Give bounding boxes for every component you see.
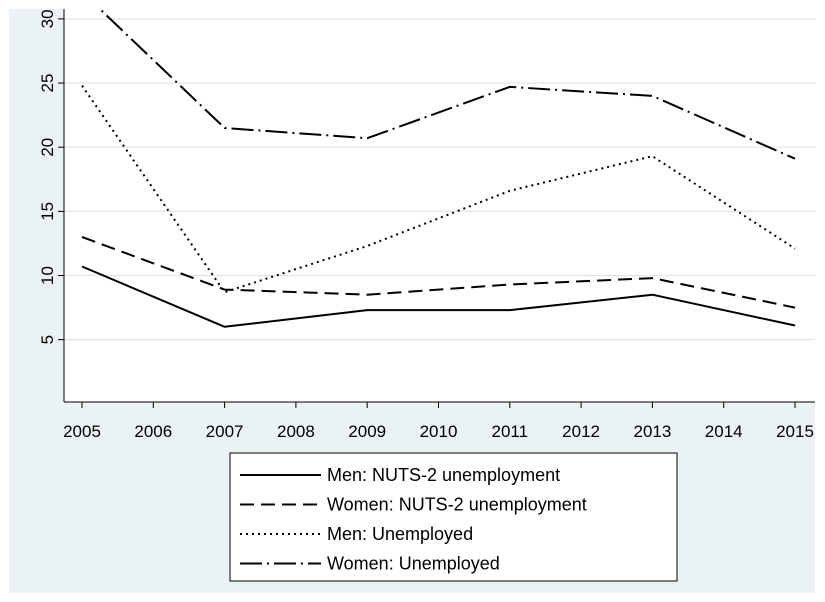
series-lines [81,9,796,328]
chart-figure: 5 10 15 20 25 30 2005 2006 2007 2008 2009 2010 2011 2… [9,9,815,593]
line-chart: 5 10 15 20 25 30 2005 2006 2007 2008 2009 2010 2011 2… [38,9,815,582]
axes: 5 10 15 20 25 30 2005 2006 2007 2008 2009 2010 2011 2… [38,9,815,441]
series-line-2 [81,236,796,309]
series-line-1 [81,265,796,328]
y-tick-label-30: 30 [38,9,57,28]
x-tick-label-2009: 2009 [348,422,386,441]
x-tick-label-2005: 2005 [63,422,101,441]
y-tick-label-5: 5 [38,335,57,344]
y-tick-label-10: 10 [38,266,57,285]
x-tick-label-2015: 2015 [776,422,814,441]
x-tick-label-2014: 2014 [705,422,743,441]
x-tick-label-2006: 2006 [134,422,172,441]
legend-label-3: Men: Unemployed [327,524,473,544]
plot-area [64,9,815,402]
x-tick-label-2012: 2012 [562,422,600,441]
y-tick-label-15: 15 [38,202,57,221]
x-tick-label-2010: 2010 [420,422,458,441]
x-tick-label-2008: 2008 [277,422,315,441]
y-tick-label-25: 25 [38,74,57,93]
series-line-4 [98,9,796,160]
x-tick-label-2007: 2007 [206,422,244,441]
x-tick-label-2011: 2011 [492,422,529,441]
x-tick-label-2013: 2013 [633,422,671,441]
legend-label-1: Men: NUTS-2 unemployment [327,465,560,485]
legend-label-4: Women: Unemployed [327,554,500,574]
legend-label-2: Women: NUTS-2 unemployment [327,495,587,515]
y-tick-label-20: 20 [38,138,57,157]
legend: Men: NUTS-2 unemployment Women: NUTS-2 un… [229,452,678,582]
